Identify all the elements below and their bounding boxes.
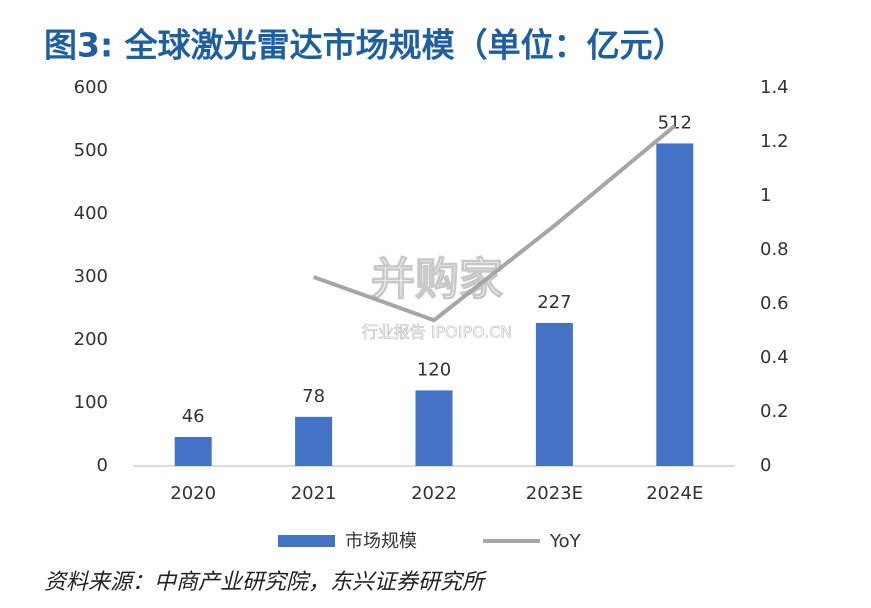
- y-tick-label: 200: [74, 329, 108, 350]
- bar: [174, 437, 212, 466]
- watermark-logo: 并购家: [371, 254, 503, 305]
- x-tick-label: 2022: [411, 483, 457, 504]
- data-label: 78: [302, 386, 325, 407]
- legend-label: YoY: [549, 531, 582, 552]
- y-tick-label: 400: [74, 203, 108, 224]
- x-tick-label: 2020: [170, 483, 216, 504]
- bar: [656, 143, 694, 466]
- y2-tick-label: 1: [760, 185, 771, 206]
- x-tick-label: 2023E: [526, 483, 583, 504]
- y2-tick-label: 1.4: [760, 77, 789, 98]
- bar: [535, 322, 573, 466]
- data-label: 227: [537, 292, 571, 313]
- watermark-text: 行业报告 IPOIPO.CN: [362, 323, 513, 342]
- y-tick-label: 600: [74, 77, 108, 98]
- y-tick-label: 500: [74, 140, 108, 161]
- chart-title: 图3: 全球激光雷达市场规模（单位：亿元）: [44, 26, 686, 65]
- legend-label: 市场规模: [345, 531, 417, 552]
- bar: [415, 390, 453, 466]
- y2-tick-label: 0.6: [760, 293, 789, 314]
- y-tick-label: 0: [97, 455, 108, 476]
- y2-tick-label: 0: [760, 455, 771, 476]
- data-label: 512: [658, 112, 692, 133]
- data-label: 120: [417, 359, 451, 380]
- y2-tick-label: 1.2: [760, 131, 789, 152]
- y2-tick-label: 0.8: [760, 239, 789, 260]
- y2-tick-label: 0.4: [760, 347, 789, 368]
- y2-tick-label: 0.2: [760, 401, 789, 422]
- source-note: 资料来源：中商产业研究院，东兴证券研究所: [44, 570, 487, 595]
- y-tick-label: 300: [74, 266, 108, 287]
- y-tick-label: 100: [74, 392, 108, 413]
- bar: [295, 416, 333, 466]
- x-tick-label: 2024E: [646, 483, 703, 504]
- legend-swatch: [278, 535, 335, 547]
- x-tick-label: 2021: [291, 483, 337, 504]
- data-label: 46: [182, 406, 205, 427]
- line: [312, 124, 677, 323]
